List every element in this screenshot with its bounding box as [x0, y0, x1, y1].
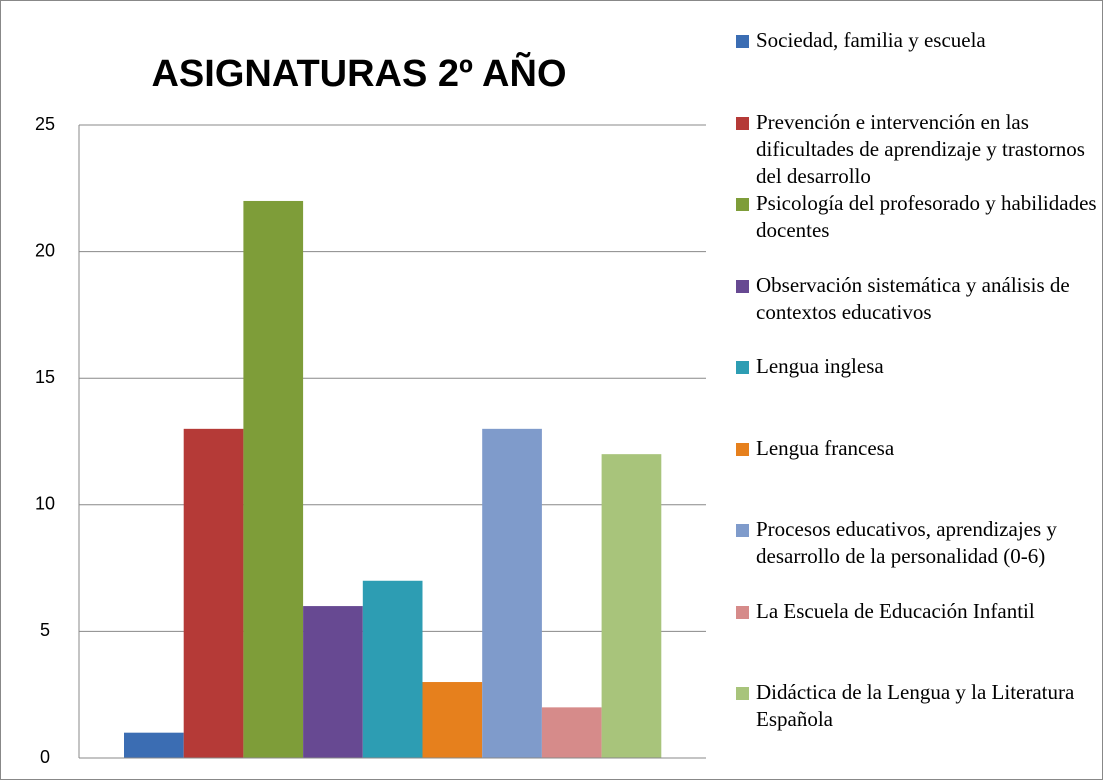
bar	[183, 428, 244, 758]
y-tick-label: 5	[40, 620, 50, 640]
legend-label: Lengua inglesa	[756, 354, 884, 378]
legend-label: Didáctica de la Lengua y la Literatura E…	[756, 680, 1075, 731]
chart-title: ASIGNATURAS 2º AÑO	[151, 51, 566, 95]
legend-swatch	[736, 279, 749, 293]
legend-label: Lengua francesa	[756, 435, 895, 460]
legend-label: Sociedad, familia y escuela	[756, 28, 986, 52]
legend-swatch	[736, 605, 749, 619]
legend-label: La Escuela de Educación Infantil	[756, 598, 1035, 623]
legend-label: Observación sistemática y análisis de co…	[756, 272, 1070, 324]
y-tick-label: 20	[35, 240, 55, 260]
legend-swatch	[736, 524, 749, 537]
bar	[601, 454, 662, 758]
bar	[303, 606, 363, 758]
y-tick-label: 10	[35, 494, 55, 514]
bar	[124, 732, 184, 758]
legend-swatch	[736, 198, 749, 211]
bar	[482, 428, 542, 758]
y-tick-label: 25	[35, 114, 55, 134]
legend-swatch	[736, 116, 749, 130]
legend-swatch	[736, 687, 749, 700]
y-tick-label: 15	[35, 367, 55, 387]
legend-label: Procesos educativos, aprendizajes y desa…	[756, 517, 1057, 568]
bar	[362, 580, 423, 758]
legend-swatch	[736, 442, 749, 456]
legend-label: Prevención e intervención en las dificul…	[756, 109, 1085, 188]
bar	[243, 200, 304, 758]
bar	[541, 707, 602, 758]
legend-swatch	[736, 361, 749, 374]
y-tick-label: 0	[40, 747, 50, 767]
legend-label: Psicología del profesorado y habilidades…	[756, 191, 1097, 242]
legend-swatch	[736, 35, 749, 48]
bar	[422, 682, 483, 758]
